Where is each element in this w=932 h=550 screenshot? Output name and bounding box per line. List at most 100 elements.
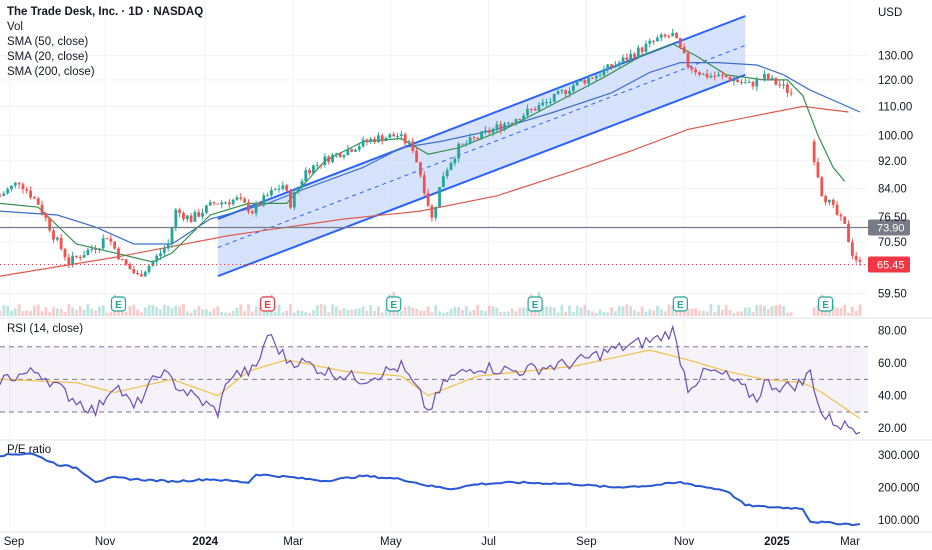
volume-bar <box>86 304 90 316</box>
candle-body <box>549 101 552 103</box>
volume-bar <box>231 310 235 316</box>
trend-channel[interactable] <box>217 15 746 278</box>
candle-body <box>388 134 392 138</box>
volume-bar <box>235 307 239 316</box>
rsi-label[interactable]: RSI (14, close) <box>7 323 84 335</box>
candle-body <box>564 90 568 94</box>
volume-bar <box>847 312 850 316</box>
rsi-y-tick-label: 80.00 <box>878 326 907 338</box>
x-tick-label: Sep <box>576 536 596 548</box>
volume-bar <box>239 304 243 316</box>
candle-body <box>120 259 124 261</box>
candle-body <box>656 37 659 42</box>
pe-line <box>0 452 861 527</box>
candle-body <box>472 137 476 139</box>
currency-label[interactable]: USD <box>878 7 903 19</box>
candle-body <box>212 202 216 204</box>
volume-bar <box>285 310 289 316</box>
candle-body <box>529 108 533 110</box>
volume-bar <box>648 309 652 316</box>
symbol-title[interactable]: The Trade Desk, Inc. · 1D · NASDAQ <box>7 6 204 18</box>
volume-bar <box>63 311 67 316</box>
candle-body <box>770 77 774 80</box>
volume-label[interactable]: Vol <box>7 21 23 33</box>
candle-body <box>224 202 227 204</box>
volume-bar <box>151 304 155 316</box>
volume-bar <box>247 304 250 316</box>
candle-body <box>782 84 785 86</box>
candle-body <box>201 212 204 217</box>
volume-bar <box>315 305 319 316</box>
volume-bar <box>319 304 323 316</box>
candle-body <box>216 203 220 205</box>
candle-body <box>545 102 548 104</box>
volume-bar <box>29 310 32 316</box>
candle-body <box>430 205 434 218</box>
volume-bar <box>323 304 327 316</box>
sma50-label[interactable]: SMA (50, close) <box>7 36 89 48</box>
candle-body <box>701 73 705 75</box>
earnings-marker-label: E <box>264 300 271 311</box>
volume-bar <box>453 306 457 316</box>
price-levels[interactable]: 73.90 65.45 <box>0 219 910 273</box>
candle-body <box>266 195 269 197</box>
channel-mid-line <box>217 44 746 249</box>
volume-bar <box>71 307 75 316</box>
volume-bar <box>0 310 2 316</box>
volume-bar <box>854 310 858 316</box>
candle-body <box>48 218 52 231</box>
candle-body <box>285 185 289 191</box>
candle-body <box>258 203 262 206</box>
candle-body <box>736 79 740 82</box>
volume-bar <box>342 308 346 316</box>
volume-bar <box>109 311 113 316</box>
volume-bar <box>629 306 633 316</box>
pe-y-tick-label: 200.000 <box>878 482 920 494</box>
sma200-line <box>0 105 849 277</box>
volume-bar <box>94 310 97 316</box>
candle-body <box>128 264 132 270</box>
candle-body <box>789 92 793 94</box>
volume-bar <box>21 311 25 316</box>
pe-pane <box>0 452 861 527</box>
candle-body <box>839 214 843 217</box>
candle-body <box>556 91 560 94</box>
candle-body <box>185 215 189 220</box>
volume-bar <box>445 311 449 316</box>
candle-body <box>304 170 308 182</box>
volume-bar <box>136 309 139 316</box>
candle-body <box>159 253 162 256</box>
sma20-label[interactable]: SMA (20, close) <box>7 51 89 63</box>
candle-body <box>2 193 6 196</box>
candle-body <box>785 84 789 93</box>
volume-bar <box>44 307 48 316</box>
candle-body <box>850 242 854 256</box>
volume-bar <box>556 312 560 316</box>
pe-label[interactable]: P/E ratio <box>7 444 52 456</box>
candle-body <box>419 162 422 176</box>
volume-bar <box>709 304 713 316</box>
sma200-label[interactable]: SMA (200, close) <box>7 66 95 78</box>
volume-bar <box>763 305 766 316</box>
candle-body <box>71 255 75 265</box>
candle-body <box>342 155 346 158</box>
volume-bar <box>812 307 816 316</box>
volume-bar <box>399 310 403 316</box>
candle-body <box>854 255 858 261</box>
volume-bar <box>365 310 369 316</box>
candle-body <box>315 164 319 166</box>
candle-body <box>273 189 277 191</box>
volume-bar <box>162 304 166 316</box>
candle-body <box>453 158 457 164</box>
level-price-tag-text: 73.90 <box>877 223 905 235</box>
earnings-marker-label: E <box>115 300 122 311</box>
volume-bar <box>579 307 583 316</box>
candle-body <box>365 139 369 142</box>
volume-bar <box>549 306 552 316</box>
candle-body <box>824 196 827 203</box>
candle-body <box>338 153 342 158</box>
volume-bar <box>732 312 736 316</box>
volume-bar <box>143 307 147 316</box>
candle-body <box>717 74 720 77</box>
